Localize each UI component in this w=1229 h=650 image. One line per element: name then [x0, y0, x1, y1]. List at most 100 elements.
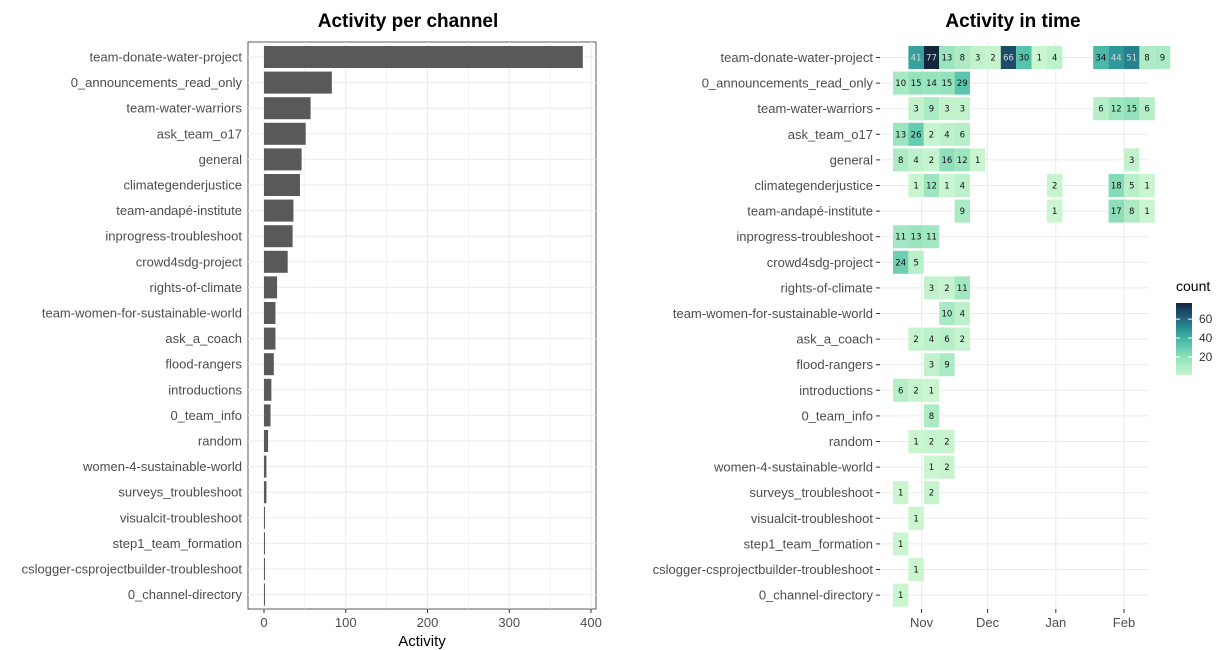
heatmap-cell-label: 1 [898, 540, 903, 550]
heatmap-cell [1108, 97, 1124, 121]
heatmap-cell [908, 558, 924, 581]
bar-plot-panel [247, 41, 597, 610]
heatmap-title: Activity in time [945, 11, 1080, 32]
heatmap-cell-label: 6 [944, 335, 949, 345]
heatmap-cell [1108, 46, 1124, 69]
heatmap-cell [954, 199, 970, 223]
heatmap-cell [1031, 46, 1047, 69]
heatmap-cell-label: 8 [898, 156, 903, 166]
bar-marks [264, 46, 583, 606]
bar-category-labels: team-donate-water-project 0_announcements… [22, 50, 243, 603]
heatmap-cell [923, 430, 940, 453]
heatmap-cell-label: 6 [898, 386, 903, 396]
bar-x-tick-label: 0 [260, 615, 267, 630]
bar-chart-title: Activity per channel [318, 11, 499, 32]
heatmap-category-label: women-4-sustainable-world [713, 460, 873, 475]
heatmap-cell [893, 71, 909, 95]
legend-tick-label: 40 [1199, 331, 1213, 345]
heatmap-cell-label: 3 [929, 284, 934, 294]
heatmap-cell-label: 12 [957, 156, 968, 166]
bar-category-label: 0_channel-directory [128, 587, 243, 602]
legend-tick-label: 20 [1199, 350, 1213, 364]
heatmap-cell-label: 77 [926, 54, 937, 64]
heatmap-cell-label: 2 [929, 156, 934, 166]
bar [264, 404, 271, 427]
heatmap-category-label: team-andapé-institute [747, 204, 873, 219]
heatmap-cell-label: 44 [1111, 54, 1122, 64]
bar-x-tick-label: 400 [580, 615, 602, 630]
heatmap-cell [893, 122, 909, 146]
heatmap-cell [893, 378, 909, 402]
heatmap-cell-label: 1 [913, 514, 918, 524]
heatmap-cell [908, 225, 924, 249]
heatmap-category-label: random [829, 434, 873, 449]
heatmap-category-label: surveys_troubleshoot [749, 485, 873, 500]
heatmap-cell-label: 51 [1126, 54, 1137, 64]
heatmap-cell-label: 30 [1018, 54, 1029, 64]
heatmap-cell [1108, 199, 1124, 223]
heatmap-cell-label: 3 [944, 105, 949, 115]
heatmap-cell-label: 34 [1095, 54, 1106, 64]
heatmap-cell [939, 430, 955, 453]
heatmap-cell [1124, 174, 1140, 197]
heatmap-cell-label: 2 [960, 335, 965, 345]
heatmap-cell-label: 2 [944, 438, 949, 448]
heatmap-cell [939, 327, 955, 351]
heatmap-cell-label: 1 [1144, 207, 1149, 217]
heatmap-cell-label: 6 [1098, 105, 1103, 115]
heatmap-cell [954, 122, 970, 146]
heatmap-cell-label: 41 [911, 54, 922, 64]
heatmap-cell-label: 11 [895, 233, 906, 243]
heatmap-cell-label: 1 [898, 489, 903, 499]
bar [264, 199, 294, 222]
bar-chart: Activity per channel team-donate-water-p… [22, 11, 602, 650]
heatmap-cell-label: 16 [941, 156, 952, 166]
bar-x-tick-label: 100 [335, 615, 357, 630]
heatmap-cell-label: 2 [913, 386, 918, 396]
heatmap-cell [908, 378, 924, 402]
heatmap-cell [1124, 46, 1140, 69]
heatmap-cell [923, 46, 940, 69]
bar-category-label: crowd4sdg-project [136, 254, 243, 269]
heatmap-cell [939, 455, 955, 479]
heatmap-cell [893, 225, 909, 249]
heatmap-cell [954, 276, 970, 300]
heatmap-cell [908, 250, 924, 274]
heatmap-cell [908, 506, 924, 530]
heatmap-cell-label: 1 [1144, 182, 1149, 192]
heatmap-category-label: flood-rangers [796, 357, 873, 372]
bar-category-label: flood-rangers [165, 357, 242, 372]
heatmap-x-tick-label: Feb [1113, 615, 1135, 630]
heatmap-cell-label: 4 [960, 310, 965, 320]
bar-x-axis-label: Activity [398, 633, 446, 650]
heatmap-cell [954, 148, 970, 172]
bar-category-label: random [198, 434, 242, 449]
heatmap-cell-label: 4 [944, 130, 949, 140]
bar [264, 97, 311, 120]
heatmap-cell [939, 71, 955, 95]
heatmap-cell-label: 26 [911, 130, 922, 140]
heatmap-cell-label: 10 [941, 310, 952, 320]
heatmap-cell-label: 11 [926, 233, 937, 243]
bar-x-tick-label: 200 [417, 615, 439, 630]
bar [264, 532, 265, 555]
heatmap-cell-label: 2 [944, 284, 949, 294]
heatmap-cell-label: 12 [1111, 105, 1122, 115]
bar-category-label: 0_team_info [170, 408, 242, 423]
bar-category-label: team-women-for-sustainable-world [42, 306, 242, 321]
heatmap-cell-label: 2 [913, 335, 918, 345]
heatmap-cell [923, 455, 940, 479]
bar-category-label: team-andapé-institute [116, 203, 242, 218]
heatmap-cell-label: 5 [1129, 182, 1134, 192]
heatmap-cell-label: 15 [941, 79, 952, 89]
heatmap-cell-label: 9 [1160, 54, 1165, 64]
heatmap-cell-label: 9 [960, 207, 965, 217]
heatmap-category-label: team-women-for-sustainable-world [673, 306, 873, 321]
heatmap-cell [923, 404, 940, 428]
bar [264, 250, 288, 273]
heatmap-cells: 41 77 13 8 3 2 66 30 1 4 34 44 51 8 910 15 14 15 293 9 3 3 6 12… [893, 46, 1171, 607]
heatmap-cell [923, 122, 940, 146]
heatmap-cell-label: 2 [929, 489, 934, 499]
heatmap-cell [893, 148, 909, 172]
legend-tick-label: 60 [1199, 312, 1213, 326]
